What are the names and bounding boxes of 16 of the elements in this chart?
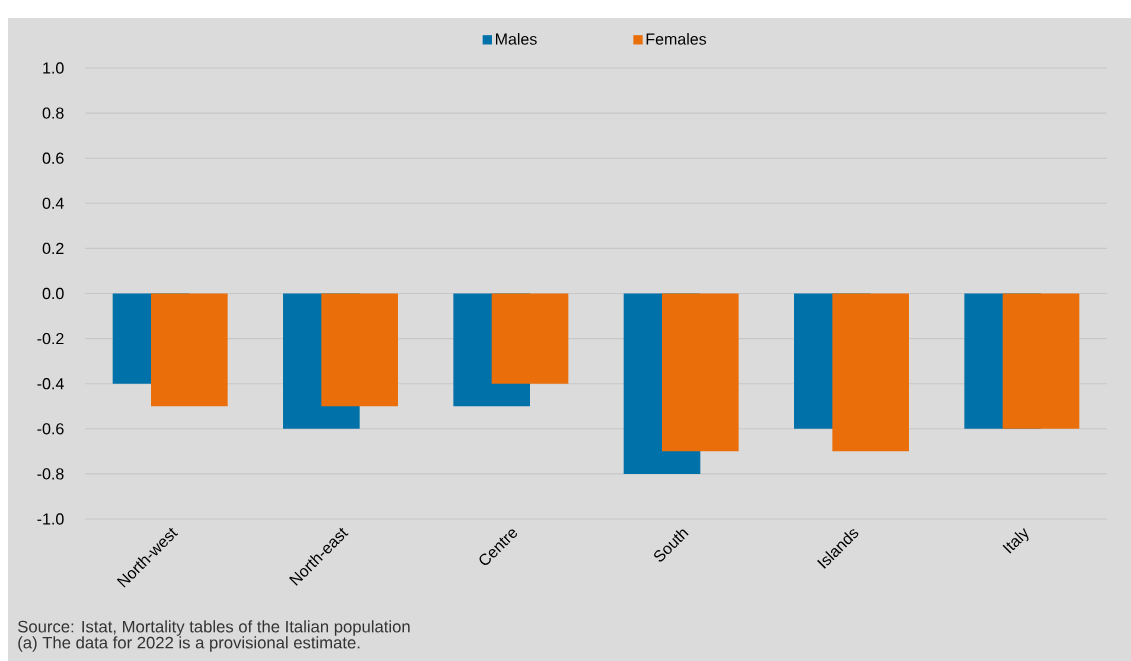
source-note: Source: Istat, Mortality tables of the Italian population <box>18 620 410 636</box>
y-tick-label: -1.0 <box>37 513 64 525</box>
y-tick-label: -0.4 <box>37 378 64 390</box>
y-tick-label: 0.0 <box>42 287 64 300</box>
y-tick-label: 0.6 <box>42 152 64 164</box>
x-tick-label: Italy <box>1002 527 1029 554</box>
y-tick-label: -0.6 <box>37 423 64 435</box>
y-tick-label: 0.2 <box>42 242 64 255</box>
y-tick-label: -0.2 <box>37 332 64 345</box>
y-tick-label: -0.8 <box>37 468 64 480</box>
legend-label: Females <box>646 33 707 45</box>
legend-label: Males <box>495 33 537 45</box>
text: (a) The data for 2022 is a provisional estimate. <box>18 636 360 652</box>
y-tick-label: 0.4 <box>42 197 64 209</box>
y-tick-label: 1.0 <box>43 62 64 74</box>
y-tick-label: 0.8 <box>42 107 64 119</box>
